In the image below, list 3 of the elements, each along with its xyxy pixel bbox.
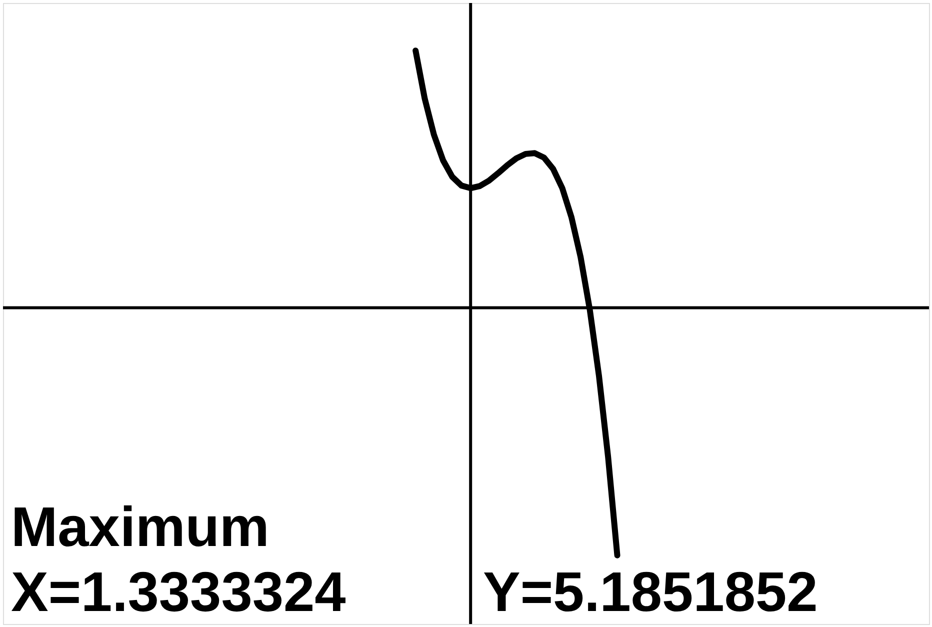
text: X=1.3333324 — [11, 560, 346, 623]
text: Y=5.1851852 — [483, 560, 818, 623]
annotation: Maximum — [11, 495, 270, 558]
